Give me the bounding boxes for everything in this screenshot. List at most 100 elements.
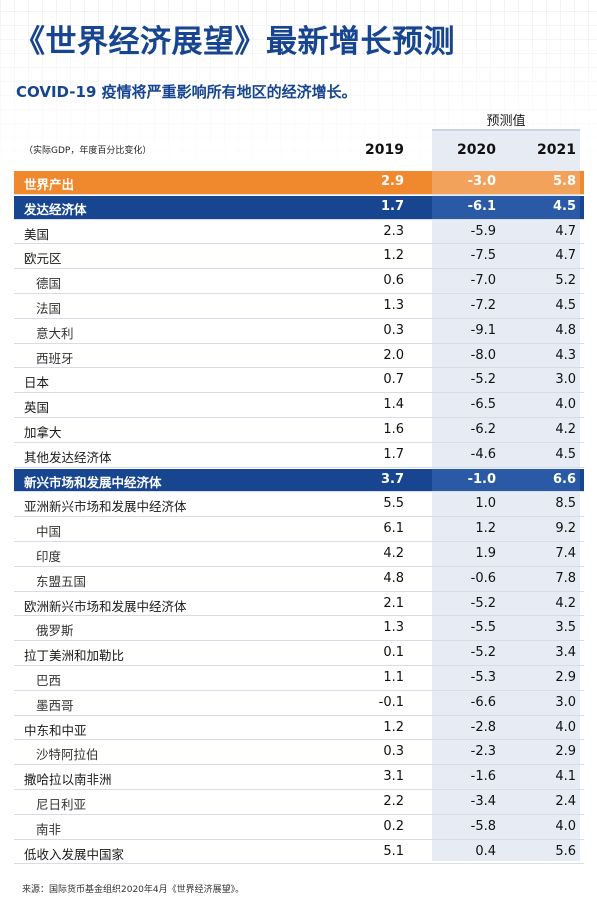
source-note: 来源：国际货币基金组织2020年4月《世界经济展望》。: [22, 885, 245, 895]
value-cell-2020: -6.2: [470, 422, 496, 437]
value-cell-2019: 0.3: [383, 744, 404, 760]
value-cell-2019: 1.7: [383, 446, 404, 462]
page-title: 《世界经济展望》最新增长预测: [14, 24, 455, 60]
value-cell-2021: 3.4: [555, 645, 576, 661]
value-cell-2019: 1.4: [383, 397, 404, 413]
value-cell-2020: -2.8: [470, 719, 496, 735]
row-label: 低收入发展中国家: [24, 846, 125, 862]
value-cell-2021: 2.9: [555, 670, 576, 685]
row-label: 日本: [24, 375, 50, 391]
value-cell-2020: 1.2: [475, 521, 496, 537]
value-cell-2021: 4.3: [555, 347, 576, 363]
column-header-2019: 2019: [365, 142, 404, 158]
value-cell-2021: 2.4: [555, 794, 576, 809]
table-row: 意大利 0.3 -9.1 4.8: [14, 320, 584, 344]
forecast-label: 预测值: [486, 114, 526, 129]
value-cell-2021: 4.5: [555, 446, 576, 462]
row-label: 东盟五国: [36, 573, 87, 589]
table-row: 俄罗斯 1.3 -5.5 3.5: [14, 617, 584, 642]
row-label: 欧元区: [24, 251, 62, 267]
value-cell-2019: 0.3: [383, 322, 404, 338]
value-cell-2020: -5.2: [470, 372, 496, 388]
table-row: 低收入发展中国家 5.1 0.4 5.6: [14, 841, 584, 865]
row-label: 俄罗斯: [36, 623, 74, 639]
value-cell-2019: 0.1: [383, 645, 404, 661]
row-label: 亚洲新兴市场和发展中经济体: [24, 499, 187, 515]
value-cell-2020: -4.6: [470, 446, 496, 462]
value-cell-2021: 4.7: [555, 248, 576, 264]
table-row: 新兴市场和发展中经济体 3.7 -1.0 6.6: [14, 468, 584, 493]
table-row: 日本 0.7 -5.2 3.0: [14, 369, 584, 394]
row-label: 南非: [36, 821, 62, 837]
value-cell-2019: 2.0: [383, 347, 404, 363]
table-row: 南非 0.2 -5.8 4.0: [14, 816, 584, 840]
table-row: 亚洲新兴市场和发展中经济体 5.5 1.0 8.5: [14, 493, 584, 518]
value-cell-2021: 5.6: [555, 843, 576, 859]
row-label: 意大利: [36, 325, 74, 341]
value-cell-2021: 3.0: [555, 694, 576, 710]
column-header-2020: 2020: [457, 142, 496, 158]
row-label: 西班牙: [36, 350, 74, 366]
value-cell-2021: 8.5: [555, 496, 576, 512]
value-cell-2021: 3.5: [555, 620, 576, 636]
forecast-cell-shade: [432, 468, 580, 492]
table-row: 英国 1.4 -6.5 4.0: [14, 394, 584, 418]
value-cell-2019: 0.7: [383, 372, 404, 388]
value-cell-2020: -5.2: [470, 595, 496, 611]
value-cell-2019: 1.1: [383, 670, 404, 685]
value-cell-2020: -7.2: [470, 298, 496, 313]
value-cell-2019: -0.1: [378, 694, 404, 710]
value-cell-2021: 4.0: [555, 818, 576, 834]
value-cell-2020: -9.1: [470, 322, 496, 338]
value-cell-2021: 4.8: [555, 322, 576, 338]
value-cell-2020: -6.5: [470, 397, 496, 413]
value-cell-2021: 3.0: [555, 372, 576, 388]
value-cell-2019: 2.9: [380, 174, 404, 189]
value-cell-2021: 4.1: [555, 769, 576, 785]
row-label: 新兴市场和发展中经济体: [24, 474, 162, 490]
value-cell-2020: -6.1: [467, 198, 496, 214]
table-row: 美国 2.3 -5.9 4.7: [14, 221, 584, 245]
value-cell-2021: 4.0: [555, 397, 576, 413]
value-cell-2021: 4.2: [555, 595, 576, 611]
row-label: 发达经济体: [24, 201, 87, 217]
row-label: 欧洲新兴市场和发展中经济体: [24, 598, 187, 614]
row-label: 印度: [36, 549, 62, 564]
table-row: 尼日利亚 2.2 -3.4 2.4: [14, 791, 584, 815]
row-label: 沙特阿拉伯: [36, 747, 99, 763]
table-row: 印度 4.2 1.9 7.4: [14, 543, 584, 567]
table-row: 拉丁美洲和加勒比 0.1 -5.2 3.4: [14, 642, 584, 666]
value-cell-2019: 2.1: [383, 595, 404, 611]
value-cell-2020: -5.9: [470, 223, 496, 239]
value-cell-2019: 5.1: [383, 843, 404, 859]
value-cell-2020: 0.4: [475, 843, 496, 859]
table-row: 发达经济体 1.7 -6.1 4.5: [14, 195, 584, 220]
value-cell-2019: 3.7: [380, 471, 404, 487]
table-row: 墨西哥 -0.1 -6.6 3.0: [14, 692, 584, 716]
table-row: 撒哈拉以南非洲 3.1 -1.6 4.1: [14, 766, 584, 790]
row-label: 其他发达经济体: [24, 449, 112, 465]
table-row: 西班牙 2.0 -8.0 4.3: [14, 345, 584, 369]
value-cell-2020: -3.4: [470, 794, 496, 809]
value-cell-2019: 1.2: [383, 719, 404, 735]
forecast-column-shade: [432, 131, 580, 861]
value-cell-2020: 1.0: [475, 496, 496, 512]
value-cell-2020: -1.0: [467, 471, 496, 487]
table-row: 加拿大 1.6 -6.2 4.2: [14, 419, 584, 443]
table-row: 东盟五国 4.8 -0.6 7.8: [14, 568, 584, 592]
value-cell-2020: -8.0: [470, 347, 496, 363]
value-cell-2021: 4.2: [555, 422, 576, 437]
value-cell-2020: -7.0: [470, 273, 496, 289]
value-cell-2019: 6.1: [383, 521, 404, 537]
table-row: 沙特阿拉伯 0.3 -2.3 2.9: [14, 741, 584, 766]
value-cell-2019: 0.6: [383, 273, 404, 289]
table-row: 中东和中亚 1.2 -2.8 4.0: [14, 717, 584, 741]
value-cell-2019: 1.6: [383, 422, 404, 437]
row-label: 法国: [36, 301, 62, 316]
column-header-2021: 2021: [537, 142, 576, 158]
value-cell-2019: 3.1: [383, 769, 404, 785]
value-cell-2021: 7.8: [555, 570, 576, 586]
value-cell-2020: -2.3: [470, 744, 496, 760]
value-cell-2020: 1.9: [475, 546, 496, 561]
row-label: 美国: [24, 226, 50, 242]
